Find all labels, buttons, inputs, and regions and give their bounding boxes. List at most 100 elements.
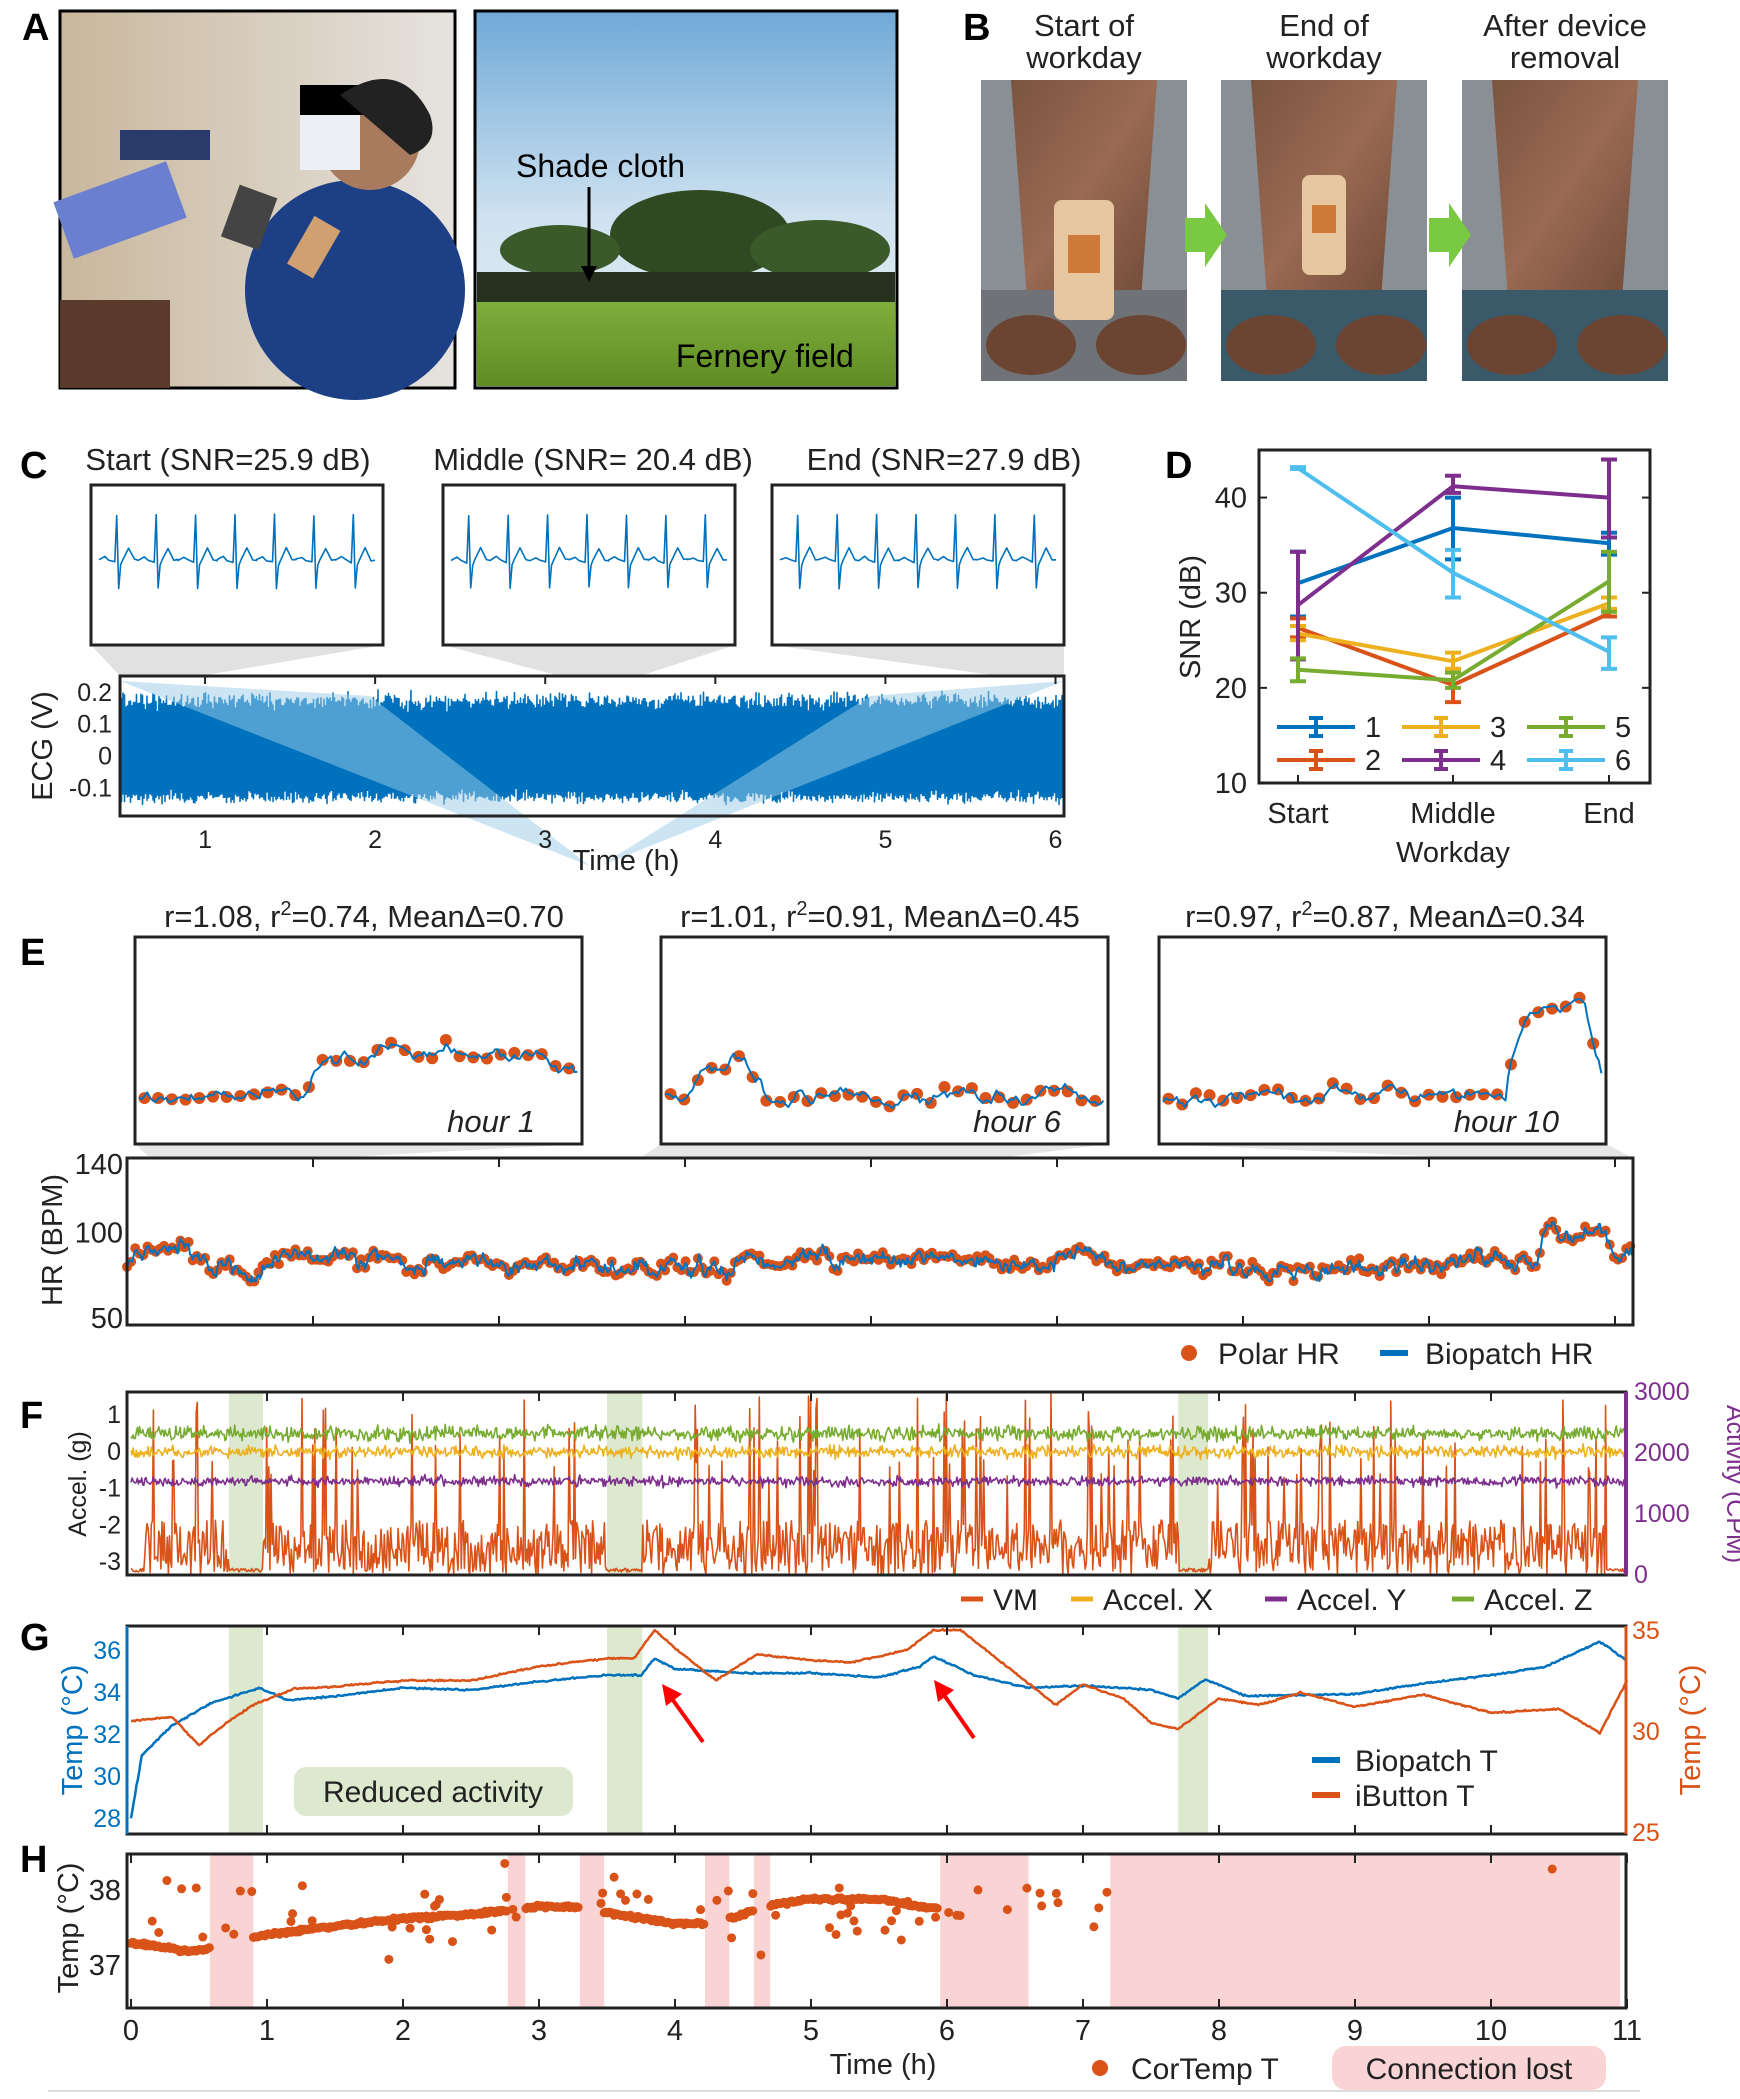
cortemp-point <box>307 1916 317 1926</box>
photo-chest-2 <box>1221 80 1427 381</box>
polar-hr-point <box>138 1092 151 1105</box>
cortemp-point <box>931 1912 941 1922</box>
reduced-activity-band <box>1178 1626 1209 1834</box>
cortemp-point <box>286 1916 296 1926</box>
cortemp-point <box>727 1933 737 1943</box>
error-bar <box>1445 547 1461 600</box>
x-tick-label: Middle <box>1410 798 1495 830</box>
photo-header-line2: removal <box>1510 40 1620 75</box>
connection-lost-band <box>940 1854 1029 2008</box>
y-right-tick-label: 30 <box>1632 1718 1660 1746</box>
accel-y-line <box>130 1473 1628 1489</box>
legend-swatch <box>1277 749 1355 771</box>
cortemp-point <box>831 1929 841 1939</box>
cortemp-point <box>1037 1901 1047 1911</box>
legend-swatch <box>1402 749 1480 771</box>
legend-swatch <box>1277 716 1355 738</box>
hr-inset-frame <box>133 935 584 1146</box>
zoom-connector <box>1159 1144 1633 1158</box>
polar-hr-point <box>220 1090 233 1103</box>
cortemp-point <box>421 1925 431 1935</box>
hr-inset-bg <box>1159 937 1606 1144</box>
polar-hr-point <box>439 1033 452 1046</box>
y-right-tick-label: 2000 <box>1634 1439 1690 1467</box>
y-tick-label: 100 <box>75 1218 123 1250</box>
cortemp-point <box>748 1889 758 1899</box>
polar-hr-point <box>1436 1090 1449 1103</box>
cortemp-point <box>387 1922 397 1932</box>
legend-label: 3 <box>1490 712 1506 744</box>
cortemp-point <box>1102 1887 1112 1897</box>
y-axis-label: HR (BPM) <box>37 1174 69 1306</box>
y-axis-label: Temp (°C) <box>57 1665 89 1796</box>
error-bar <box>1445 650 1461 671</box>
legend-dot-cortemp <box>1092 2060 1108 2076</box>
cortemp-point <box>756 1950 766 1960</box>
y-axis-label: Temp (°C) <box>53 1863 85 1994</box>
accel-x-line <box>130 1443 1628 1462</box>
cortemp-point <box>609 1872 619 1882</box>
cortemp-point <box>846 1901 856 1911</box>
polar-hr-points <box>122 1216 1636 1287</box>
y-right-tick-label: 35 <box>1632 1617 1660 1645</box>
ecg-inset-trace <box>779 513 1057 590</box>
cortemp-point <box>511 1912 521 1922</box>
cortemp-point <box>880 1925 890 1935</box>
zoom-connector <box>443 645 735 676</box>
zoom-highlight <box>120 681 590 866</box>
y-right-tick-label: 25 <box>1632 1819 1660 1847</box>
legend-swatch <box>1402 716 1480 738</box>
polar-hr-point <box>1436 1269 1447 1280</box>
cortemp-point <box>204 1943 214 1953</box>
y-tick-label: 38 <box>89 1875 121 1907</box>
ecg-inset-title: Middle (SNR= 20.4 dB) <box>433 442 753 477</box>
ecg-inset-title: Start (SNR=25.9 dB) <box>85 442 370 477</box>
x-tick-label: End <box>1583 798 1635 830</box>
cortemp-point <box>699 1919 709 1929</box>
cortemp-point <box>932 1903 942 1913</box>
polar-hr-point <box>357 1056 370 1069</box>
zoom-connector <box>135 1144 582 1158</box>
ibutton-t-line <box>130 1628 1629 1747</box>
error-bar <box>1290 465 1306 472</box>
cortemp-point <box>887 1916 897 1926</box>
photo-header-line2: workday <box>1025 40 1142 75</box>
legend-swatch <box>1527 749 1605 771</box>
y-tick-label: 10 <box>1215 768 1247 800</box>
panel-label-c: C <box>20 445 47 487</box>
photo-header-line1: End of <box>1279 8 1369 43</box>
reduced-activity-band <box>607 1626 643 1834</box>
y-tick-label: 34 <box>93 1679 121 1707</box>
ecg-inset-frame <box>89 483 385 647</box>
photo-clinic <box>53 9 465 400</box>
zoom-highlight <box>600 681 1064 866</box>
x-tick-label: 1 <box>198 826 212 854</box>
red-arrow-icon <box>668 1694 705 1744</box>
polar-hr-point <box>1020 1093 1033 1106</box>
cortemp-point <box>487 1925 497 1935</box>
red-arrow-icon <box>940 1690 976 1740</box>
ecg-plot-frame <box>118 674 1066 818</box>
x-axis-label: Workday <box>1396 837 1510 869</box>
photo-fernery-field: Shade cloth Fernery field <box>473 9 899 390</box>
y-right-tick-label: 1000 <box>1634 1500 1690 1528</box>
biopatch-hr-inset-line <box>664 1052 1105 1110</box>
polar-hr-point <box>842 1088 855 1101</box>
legend-swatch <box>1527 716 1605 738</box>
arrow-right-icon <box>1185 203 1227 267</box>
polar-hr-point <box>234 1089 247 1102</box>
cortemp-point <box>598 1888 608 1898</box>
cortemp-point <box>723 1886 733 1896</box>
error-bar <box>1601 635 1617 671</box>
cortemp-point <box>852 1926 862 1936</box>
polar-hr-point <box>1367 1092 1380 1105</box>
biopatch-t-line <box>129 1640 1628 1819</box>
polar-hr-point <box>467 1051 480 1064</box>
x-tick-label: 9 <box>1347 2015 1363 2047</box>
series-3 <box>1290 595 1617 738</box>
polar-hr-point <box>1477 1088 1490 1101</box>
cortemp-point <box>235 1886 245 1896</box>
legend-label-polar: Polar HR <box>1218 1338 1340 1371</box>
x-tick-label: 11 <box>1612 2015 1642 2047</box>
cortemp-point <box>448 1937 458 1947</box>
